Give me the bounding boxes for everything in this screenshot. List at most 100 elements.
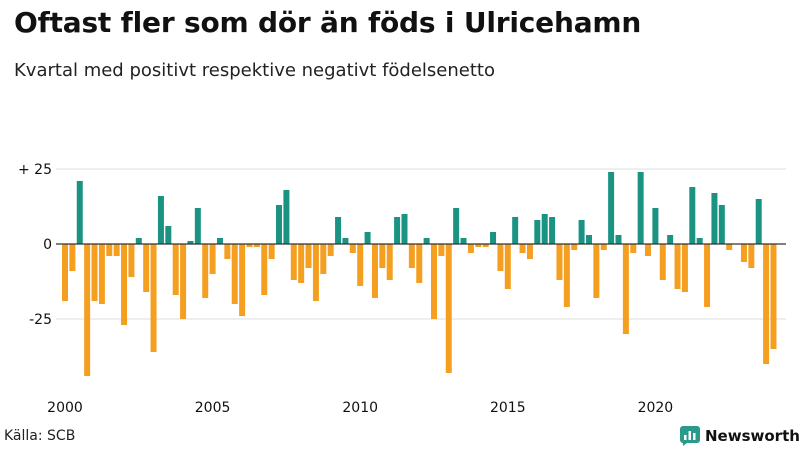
positive-bar bbox=[541, 214, 548, 244]
negative-bar bbox=[593, 244, 600, 298]
brand-logo: Newsworthy bbox=[680, 426, 800, 446]
positive-bar bbox=[534, 220, 541, 244]
negative-bar bbox=[113, 244, 120, 256]
y-tick-label: 0 bbox=[43, 237, 52, 253]
negative-bar bbox=[357, 244, 364, 286]
positive-bar bbox=[394, 217, 401, 244]
negative-bar bbox=[504, 244, 511, 289]
positive-bar bbox=[578, 220, 585, 244]
negative-bar bbox=[224, 244, 231, 259]
positive-bar bbox=[283, 190, 290, 244]
positive-bar bbox=[423, 238, 430, 244]
negative-bar bbox=[231, 244, 238, 304]
negative-bar bbox=[246, 244, 253, 247]
negative-bar bbox=[563, 244, 570, 307]
negative-bar bbox=[386, 244, 393, 280]
negative-bar bbox=[600, 244, 607, 250]
positive-bar bbox=[718, 205, 725, 244]
positive-bar bbox=[342, 238, 349, 244]
negative-bar bbox=[150, 244, 157, 352]
negative-bar bbox=[253, 244, 260, 247]
positive-bar bbox=[335, 217, 342, 244]
source-note: Källa: SCB bbox=[4, 428, 76, 444]
negative-bar bbox=[312, 244, 319, 301]
positive-bar bbox=[276, 205, 283, 244]
positive-bar bbox=[585, 235, 592, 244]
negative-bar bbox=[268, 244, 275, 259]
negative-bar bbox=[143, 244, 150, 292]
negative-bar bbox=[659, 244, 666, 280]
negative-bar bbox=[84, 244, 91, 376]
negative-bar bbox=[482, 244, 489, 247]
negative-bar bbox=[128, 244, 135, 277]
positive-bar bbox=[76, 181, 83, 244]
negative-bar bbox=[91, 244, 98, 301]
newsworthy-logo-icon bbox=[680, 426, 700, 446]
negative-bar bbox=[416, 244, 423, 283]
negative-bar bbox=[556, 244, 563, 280]
positive-bar bbox=[490, 232, 497, 244]
positive-bar bbox=[689, 187, 696, 244]
negative-bar bbox=[320, 244, 327, 274]
negative-bar bbox=[748, 244, 755, 268]
negative-bar bbox=[475, 244, 482, 247]
negative-bar bbox=[172, 244, 179, 295]
x-tick-label: 2005 bbox=[195, 400, 231, 416]
negative-bar bbox=[239, 244, 246, 316]
positive-bar bbox=[711, 193, 718, 244]
positive-bar bbox=[652, 208, 659, 244]
positive-bar bbox=[667, 235, 674, 244]
negative-bar bbox=[445, 244, 452, 373]
positive-bar bbox=[165, 226, 172, 244]
negative-bar bbox=[674, 244, 681, 289]
brand-name: Newsworthy bbox=[705, 427, 800, 445]
positive-bar bbox=[187, 241, 194, 244]
chart-subtitle: Kvartal med positivt respektive negativt… bbox=[14, 60, 495, 81]
positive-bar bbox=[364, 232, 371, 244]
x-tick-label: 2015 bbox=[490, 400, 526, 416]
positive-bar bbox=[194, 208, 201, 244]
negative-bar bbox=[438, 244, 445, 256]
negative-bar bbox=[763, 244, 770, 364]
negative-bar bbox=[645, 244, 652, 256]
negative-bar bbox=[106, 244, 113, 256]
negative-bar bbox=[497, 244, 504, 271]
x-tick-label: 2020 bbox=[638, 400, 674, 416]
positive-bar bbox=[615, 235, 622, 244]
negative-bar bbox=[327, 244, 334, 256]
positive-bar bbox=[453, 208, 460, 244]
negative-bar bbox=[622, 244, 629, 334]
negative-bar bbox=[630, 244, 637, 253]
negative-bar bbox=[371, 244, 378, 298]
negative-bar bbox=[726, 244, 733, 250]
negative-bar bbox=[526, 244, 533, 259]
negative-bar bbox=[467, 244, 474, 253]
negative-bar bbox=[681, 244, 688, 292]
negative-bar bbox=[704, 244, 711, 307]
y-tick-label: -25 bbox=[29, 312, 52, 328]
positive-bar bbox=[637, 172, 644, 244]
positive-bar bbox=[401, 214, 408, 244]
negative-bar bbox=[62, 244, 68, 301]
negative-bar bbox=[519, 244, 526, 253]
positive-bar bbox=[157, 196, 164, 244]
positive-bar bbox=[608, 172, 615, 244]
positive-bar bbox=[696, 238, 703, 244]
positive-bar bbox=[755, 199, 762, 244]
negative-bar bbox=[180, 244, 187, 319]
negative-bar bbox=[261, 244, 268, 295]
negative-bar bbox=[98, 244, 105, 304]
negative-bar bbox=[209, 244, 216, 274]
negative-bar bbox=[305, 244, 312, 268]
negative-bar bbox=[69, 244, 76, 271]
positive-bar bbox=[460, 238, 467, 244]
negative-bar bbox=[202, 244, 209, 298]
chart-title: Oftast fler som dör än föds i Ulricehamn bbox=[14, 6, 642, 39]
negative-bar bbox=[349, 244, 356, 253]
positive-bar bbox=[549, 217, 556, 244]
negative-bar bbox=[740, 244, 747, 262]
negative-bar bbox=[571, 244, 578, 250]
positive-bar bbox=[135, 238, 142, 244]
negative-bar bbox=[379, 244, 386, 268]
